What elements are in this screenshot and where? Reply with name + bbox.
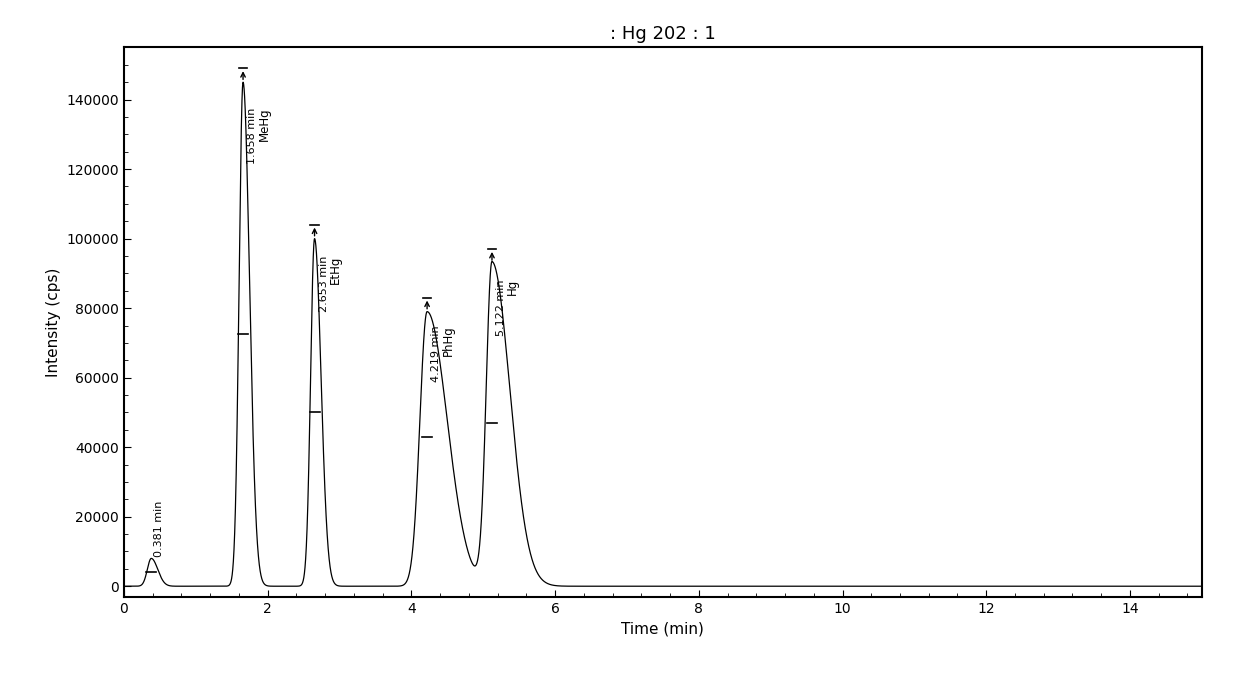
Text: PhHg: PhHg [441, 325, 455, 356]
Text: 2.653 min: 2.653 min [318, 256, 328, 313]
Text: MeHg: MeHg [258, 107, 270, 141]
Y-axis label: Intensity (cps): Intensity (cps) [46, 267, 61, 377]
Text: 5.122 min: 5.122 min [497, 279, 507, 336]
Text: EtHg: EtHg [328, 256, 342, 284]
Text: Hg: Hg [507, 279, 519, 296]
Text: 1.658 min: 1.658 min [248, 107, 258, 164]
Title: : Hg 202 : 1: : Hg 202 : 1 [610, 25, 716, 43]
Text: 4.219 min: 4.219 min [431, 325, 441, 382]
Text: 0.381 min: 0.381 min [154, 500, 164, 557]
X-axis label: Time (min): Time (min) [622, 621, 704, 636]
